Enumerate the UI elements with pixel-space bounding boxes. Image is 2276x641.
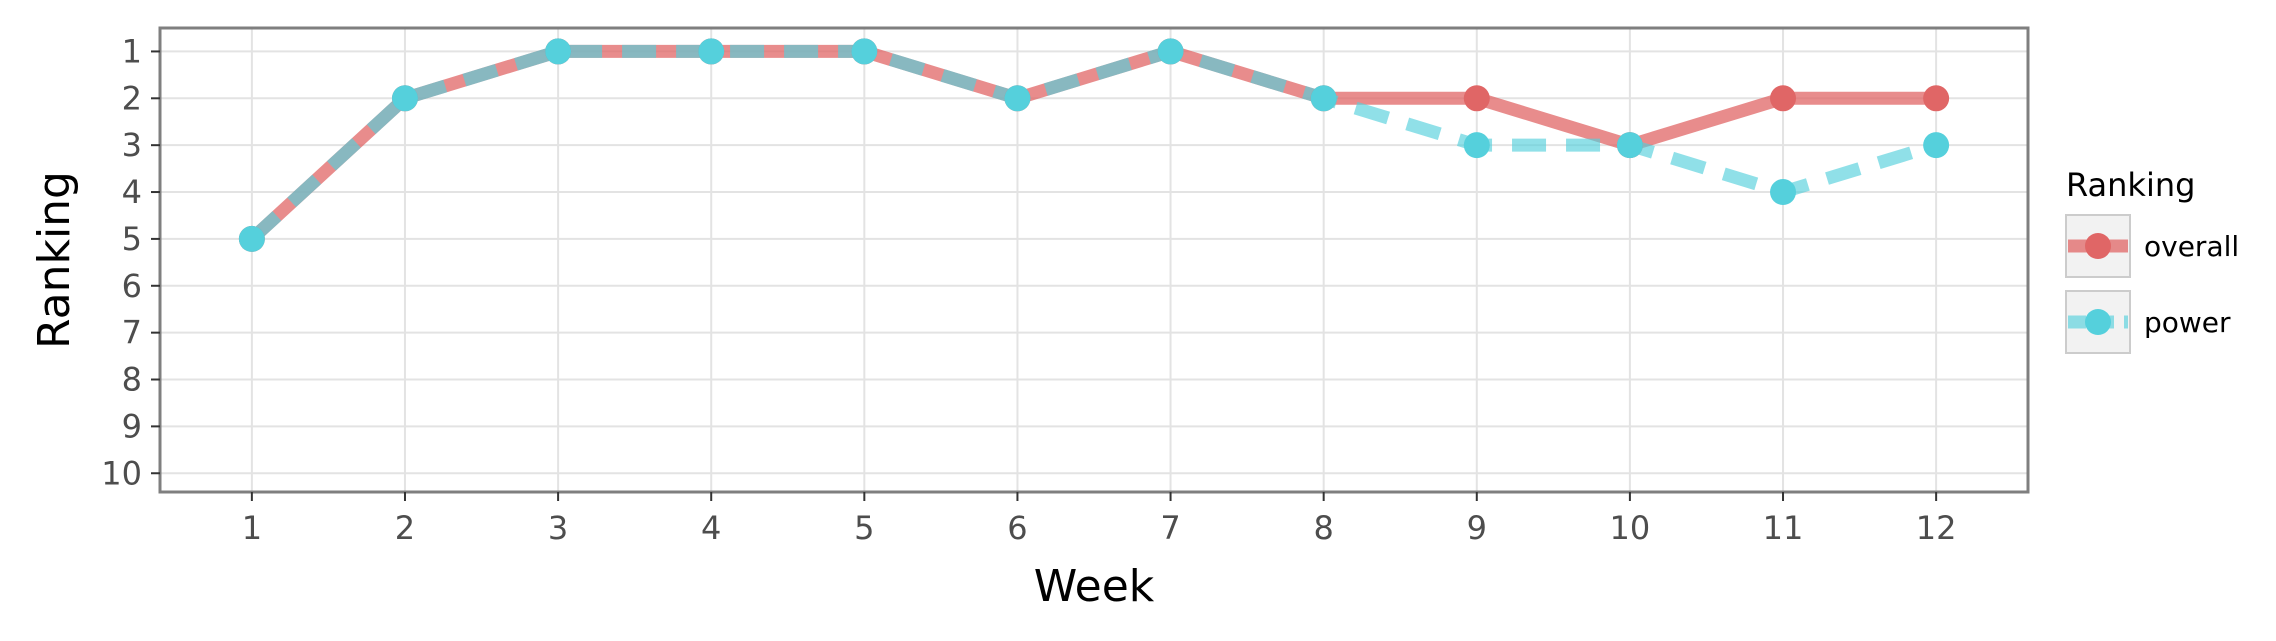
series-line-power <box>247 44 1939 244</box>
x-axis-title: Week <box>1034 561 1155 612</box>
y-axis-ticks: 1 2 3 4 5 6 7 8 9 10 <box>101 32 160 492</box>
x-axis-ticks: 1 2 3 4 5 6 7 8 9 10 11 12 <box>242 492 1957 547</box>
point-power <box>1310 85 1337 112</box>
y-tick-label: 8 <box>122 361 142 399</box>
x-tick-label: 4 <box>701 509 721 547</box>
x-tick-label: 10 <box>1610 509 1651 547</box>
legend-title: Ranking <box>2066 166 2195 204</box>
y-tick-label: 10 <box>101 454 142 492</box>
y-tick-label: 1 <box>122 32 142 70</box>
x-tick-label: 11 <box>1763 509 1804 547</box>
y-tick-label: 4 <box>122 173 142 211</box>
x-tick-label: 3 <box>548 509 568 547</box>
x-tick-label: 9 <box>1467 509 1487 547</box>
x-tick-label: 12 <box>1916 509 1957 547</box>
y-tick-label: 5 <box>122 220 142 258</box>
legend-label-overall: overall <box>2144 230 2239 263</box>
x-tick-label: 7 <box>1160 509 1180 547</box>
legend-label-power: power <box>2144 306 2231 339</box>
x-tick-label: 8 <box>1313 509 1333 547</box>
y-tick-label: 3 <box>122 126 142 164</box>
grid-lines <box>160 28 2028 492</box>
series-layer <box>238 38 1950 252</box>
point-power <box>1770 179 1797 206</box>
point-power <box>1157 38 1184 65</box>
legend-marker-overall <box>2085 233 2111 259</box>
point-power <box>1923 132 1950 159</box>
x-tick-label: 5 <box>854 509 874 547</box>
point-power <box>851 38 878 65</box>
y-tick-label: 7 <box>122 314 142 352</box>
y-tick-label: 6 <box>122 267 142 305</box>
point-power <box>545 38 572 65</box>
point-overall <box>1923 85 1950 112</box>
x-tick-label: 6 <box>1007 509 1027 547</box>
plot-panel-border <box>158 26 2030 494</box>
point-power <box>1463 132 1490 159</box>
point-power <box>1004 85 1031 112</box>
point-power <box>391 85 418 112</box>
x-tick-label: 2 <box>395 509 415 547</box>
point-power <box>1616 132 1643 159</box>
legend-marker-power <box>2085 309 2111 335</box>
legend: Ranking overall power <box>2065 166 2239 354</box>
point-overall <box>1770 85 1797 112</box>
y-tick-label: 9 <box>122 407 142 445</box>
y-axis-title: Ranking <box>29 171 80 349</box>
point-power <box>698 38 725 65</box>
point-overall <box>1463 85 1490 112</box>
x-tick-label: 1 <box>242 509 262 547</box>
y-tick-label: 2 <box>122 79 142 117</box>
point-power <box>238 225 265 252</box>
